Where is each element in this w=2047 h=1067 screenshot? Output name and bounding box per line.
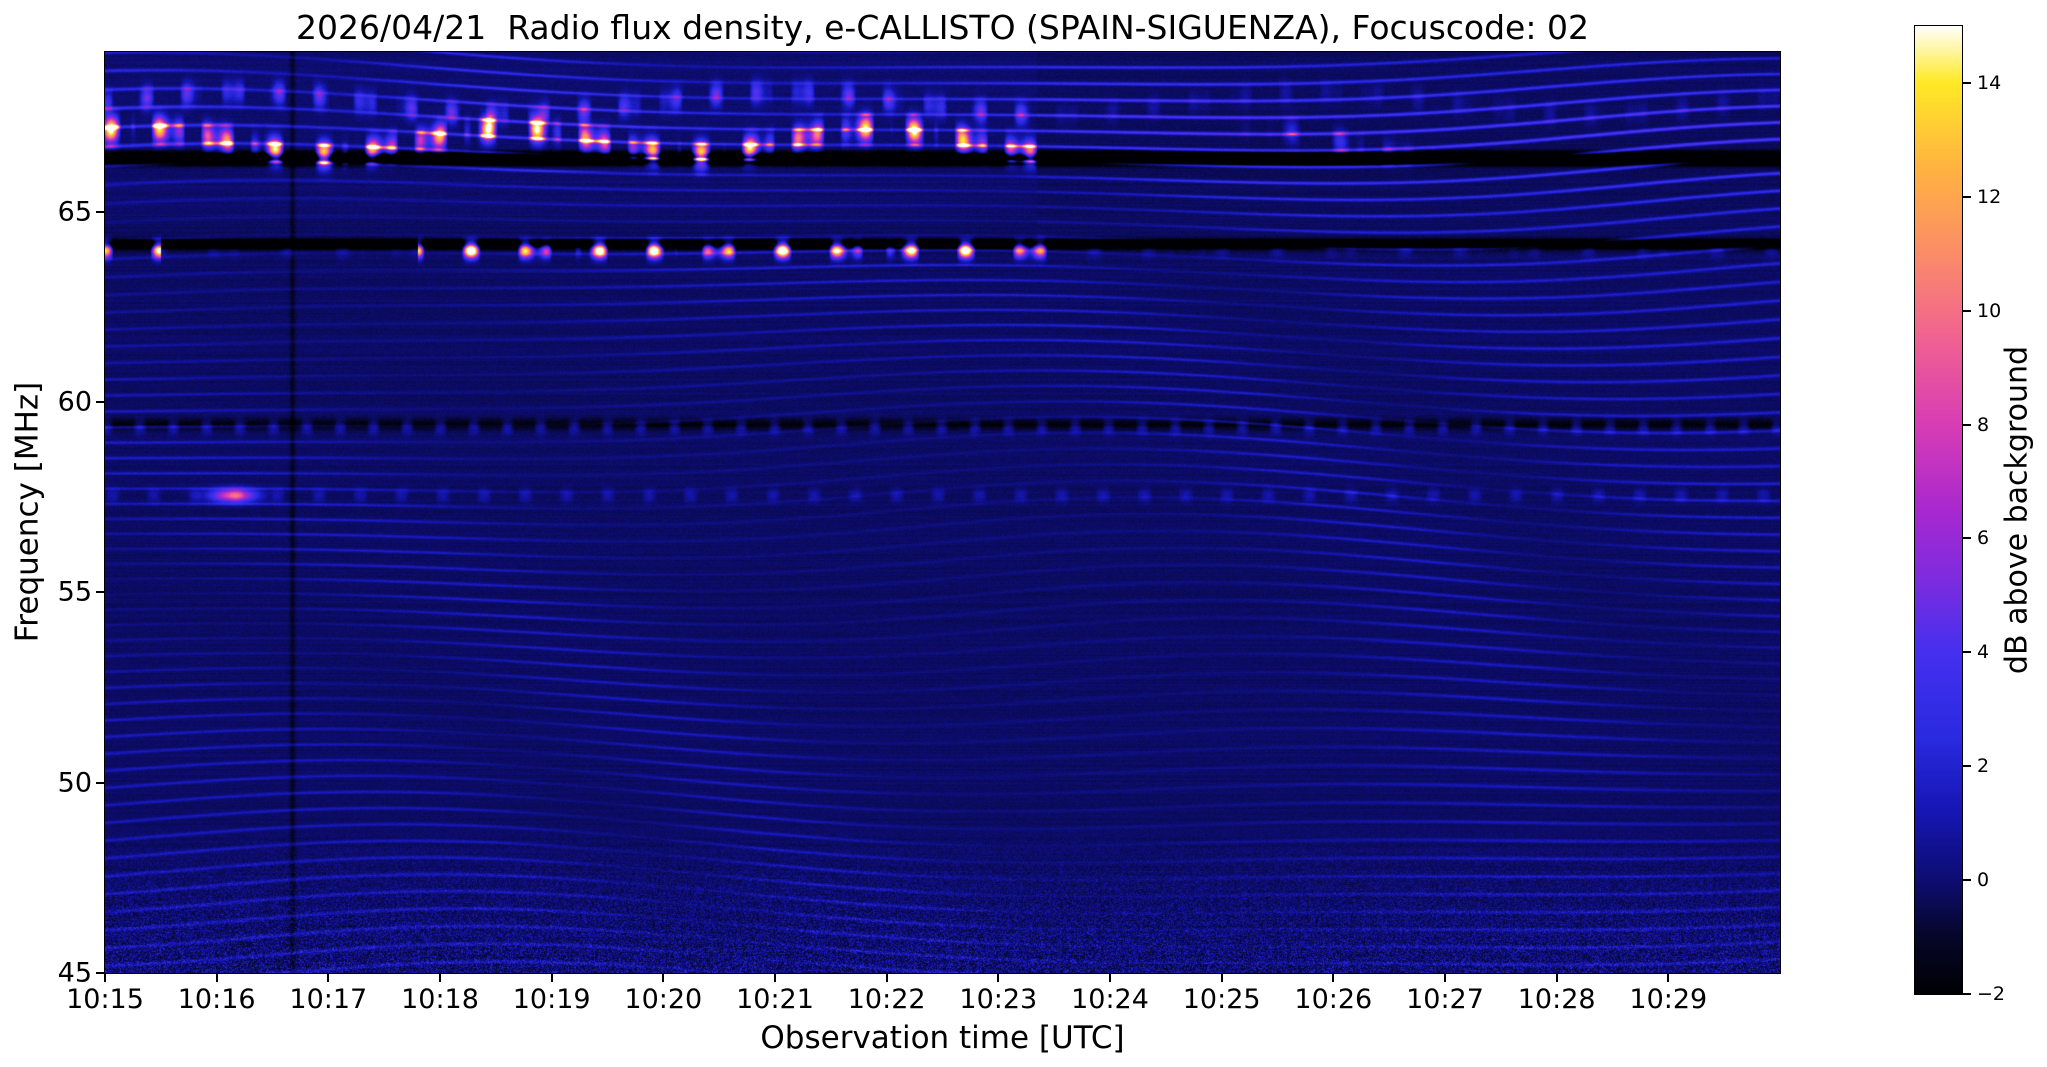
y-tick-label: 50	[57, 767, 92, 799]
x-tick-label: 10:17	[289, 984, 368, 1015]
x-tick-label: 10:19	[512, 984, 591, 1015]
colorbar-tick-label: 10	[1977, 299, 2002, 322]
y-tick-mark	[96, 972, 105, 974]
chart-title: 2026/04/21 Radio flux density, e-CALLIST…	[296, 8, 1589, 47]
x-tick-label: 10:18	[401, 984, 479, 1015]
colorbar-tick-mark	[1963, 537, 1971, 540]
colorbar-tick-mark	[1963, 195, 1971, 198]
y-tick-mark	[96, 591, 105, 594]
y-axis-label: Frequency [MHz]	[9, 381, 46, 643]
colorbar-tick-mark	[1963, 309, 1971, 312]
x-tick-label: 10:16	[177, 984, 256, 1015]
y-tick-label: 45	[57, 957, 92, 989]
x-tick-label: 10:23	[959, 984, 1038, 1015]
y-tick-label: 65	[57, 196, 92, 228]
colorbar-tick-mark	[1963, 423, 1971, 426]
x-tick-mark	[550, 973, 553, 982]
x-tick-mark	[1667, 973, 1670, 982]
colorbar-tick-mark	[1963, 765, 1971, 768]
x-tick-label: 10:21	[736, 984, 814, 1015]
colorbar-tick-label: 12	[1977, 185, 2002, 208]
x-tick-mark	[215, 973, 218, 982]
x-tick-mark	[1109, 973, 1111, 982]
colorbar	[1914, 25, 1963, 995]
colorbar-tick-mark	[1963, 81, 1971, 84]
x-tick-label: 10:26	[1294, 984, 1373, 1015]
x-tick-label: 10:15	[66, 984, 144, 1015]
spectrogram-plot	[104, 51, 1781, 974]
spectrogram-canvas	[105, 52, 1780, 973]
y-tick-label: 55	[57, 576, 92, 608]
x-tick-mark	[327, 973, 330, 982]
x-tick-label: 10:25	[1182, 984, 1261, 1015]
x-tick-mark	[1332, 973, 1335, 982]
x-tick-mark	[885, 973, 888, 982]
x-tick-mark	[1555, 973, 1558, 982]
colorbar-tick-mark	[1963, 651, 1971, 654]
y-tick-mark	[96, 781, 105, 784]
x-tick-mark	[439, 973, 441, 982]
colorbar-tick-label: 2	[1977, 755, 1990, 778]
colorbar-tick-label: −2	[1977, 983, 2006, 1005]
x-tick-mark	[104, 973, 106, 982]
x-tick-label: 10:20	[624, 984, 703, 1015]
colorbar-tick-label: 6	[1977, 527, 1990, 550]
colorbar-tick-label: 14	[1977, 71, 2002, 94]
colorbar-canvas	[1915, 26, 1962, 994]
colorbar-tick-mark	[1963, 879, 1971, 882]
x-tick-label: 10:22	[847, 984, 926, 1015]
colorbar-tick-mark	[1963, 993, 1971, 995]
x-tick-mark	[1444, 973, 1446, 982]
x-tick-label: 10:29	[1629, 984, 1708, 1015]
x-tick-label: 10:24	[1071, 984, 1149, 1015]
y-tick-label: 60	[57, 386, 92, 418]
x-tick-mark	[997, 973, 1000, 982]
x-tick-label: 10:28	[1517, 984, 1596, 1015]
colorbar-label: dB above background	[1999, 345, 2035, 675]
colorbar-tick-label: 4	[1977, 641, 1990, 664]
x-tick-label: 10:27	[1406, 984, 1484, 1015]
y-tick-mark	[96, 210, 105, 213]
colorbar-tick-label: 8	[1977, 413, 1990, 436]
x-tick-mark	[1220, 973, 1223, 982]
y-tick-mark	[96, 401, 105, 404]
x-axis-label: Observation time [UTC]	[760, 1020, 1125, 1056]
x-tick-mark	[774, 973, 776, 982]
colorbar-tick-label: 0	[1977, 869, 1990, 892]
x-tick-mark	[662, 973, 665, 982]
